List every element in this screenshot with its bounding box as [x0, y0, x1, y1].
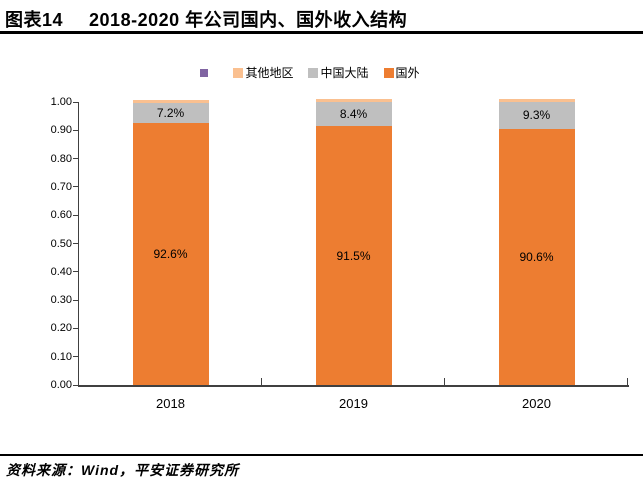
bar-label-mainland-china: 8.4%: [339, 107, 368, 122]
y-axis-tick-mark: [73, 243, 79, 244]
legend-item-overseas: 国外: [383, 64, 420, 81]
y-axis-tick-label: 0.90: [50, 124, 72, 137]
y-axis-tick-mark: [73, 214, 79, 216]
y-axis-tick-label: 1.00: [50, 96, 72, 108]
bar-segment-other-regions: [498, 99, 575, 103]
bar-segment-other-regions: [315, 99, 392, 103]
bar-segment-overseas: [132, 122, 209, 385]
y-axis-tick-label: 0.70: [50, 180, 72, 193]
title-rule: [0, 31, 643, 34]
x-axis-tick-mark: [627, 378, 628, 385]
bar-label-overseas: 90.6%: [519, 249, 554, 264]
y-axis-tick-mark: [73, 129, 79, 131]
legend-swatch-other-regions: [233, 67, 244, 78]
legend-label-overseas: 国外: [395, 66, 420, 80]
legend-item-other-regions: 其他地区: [233, 64, 293, 81]
bar-segment-overseas: [498, 128, 575, 385]
y-axis-tick-mark: [73, 158, 79, 160]
legend-swatch-overseas: [383, 67, 394, 78]
legend-item-mainland-china: 中国大陆: [308, 64, 369, 81]
legend-swatch-unnamed: [200, 68, 209, 77]
bar-label-mainland-china: 9.3%: [522, 108, 551, 123]
bar-segment-mainland-china: [315, 102, 392, 127]
figure-title: 2018-2020 年公司国内、国外收入结构: [89, 10, 408, 30]
y-axis-tick-mark: [73, 384, 79, 386]
y-axis-tick-mark: [73, 186, 79, 188]
bar-label-mainland-china: 7.2%: [156, 105, 185, 120]
x-axis-category-label: 2020: [522, 396, 551, 411]
legend-item-unnamed: [200, 68, 210, 77]
bar-segment-mainland-china: [132, 102, 209, 123]
y-axis-tick-label: 0.00: [50, 379, 72, 391]
legend-label-mainland-china: 中国大陆: [320, 66, 369, 80]
y-axis-tick-label: 0.40: [50, 265, 72, 278]
y-axis-tick-mark: [73, 299, 79, 301]
y-axis-tick-label: 0.10: [50, 350, 72, 363]
legend-label-other-regions: 其他地区: [245, 66, 294, 80]
x-axis-category-label: 2019: [339, 396, 368, 411]
y-axis-tick-mark: [73, 327, 79, 329]
figure-label: 图表14: [5, 10, 64, 30]
bar-segment-other-regions: [132, 99, 209, 103]
bar-label-overseas: 92.6%: [153, 246, 188, 261]
bar-label-overseas: 91.5%: [336, 248, 371, 263]
y-axis-tick-label: 0.80: [50, 152, 72, 165]
bar-segment-overseas: [315, 126, 392, 385]
y-axis-tick-label: 0.60: [50, 209, 72, 222]
figure-header: 图表14 2018-2020 年公司国内、国外收入结构: [5, 6, 407, 32]
bar-segment-mainland-china: [498, 102, 575, 129]
legend-swatch-mainland-china: [308, 67, 319, 78]
y-axis-tick-label: 0.30: [50, 294, 72, 307]
y-axis-tick-label: 0.50: [50, 237, 72, 250]
y-axis-tick-label: 0.20: [50, 322, 72, 335]
y-axis-tick-mark: [73, 271, 79, 273]
y-axis-tick-mark: [73, 356, 79, 358]
chart-plot-area: 1.00 0.90 0.80 0.70 0.60 0.50 0.40 0.30 0.20 0.10…: [51, 96, 629, 411]
source-note: 资料来源：Wind，平安证券研究所: [6, 462, 240, 478]
chart-legend: 其他地区 中国大陆 国外: [0, 64, 620, 81]
x-axis-line: [78, 385, 629, 387]
x-axis-category-label: 2018: [156, 396, 185, 411]
y-axis-tick-mark: [73, 101, 79, 103]
x-axis-tick-mark: [444, 378, 445, 385]
footer-rule: [0, 454, 643, 456]
x-axis-tick-mark: [261, 378, 262, 385]
